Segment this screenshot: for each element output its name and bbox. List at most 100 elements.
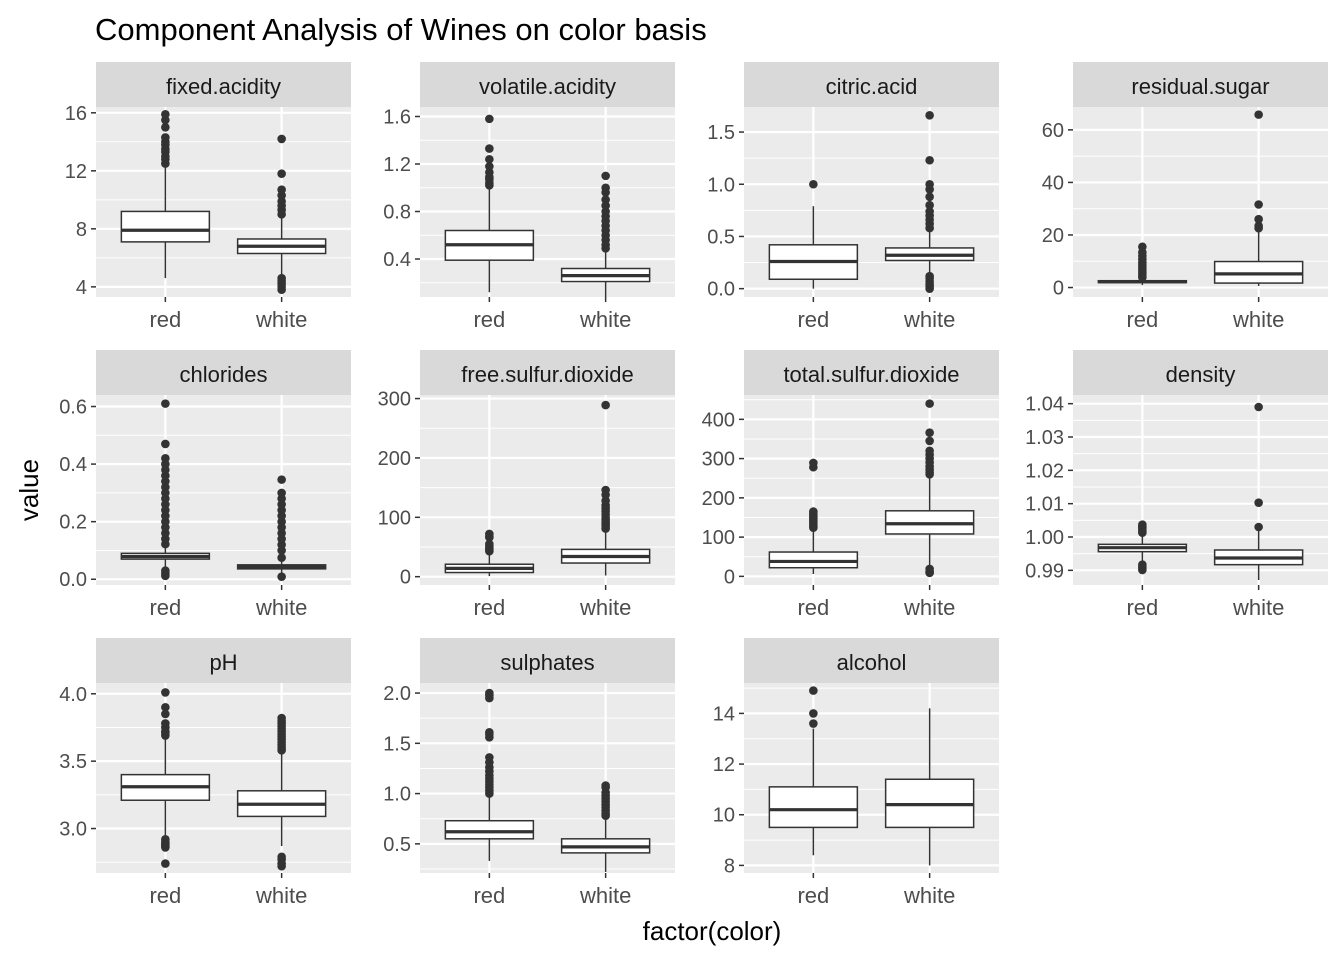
outlier-point [277, 488, 286, 498]
box-red [120, 399, 211, 581]
outlier-point [809, 709, 818, 718]
box-white [560, 171, 651, 297]
panel: residual.sugar 0 20 40 60 red white [1042, 62, 1328, 332]
y-tick-label: 14 [713, 703, 735, 725]
strip-label: density [1166, 362, 1236, 387]
panel-background [420, 107, 675, 297]
x-tick-label: white [1232, 307, 1284, 332]
x-tick-label: red [1126, 307, 1158, 332]
y-tick-label: 8 [76, 219, 87, 241]
outlier-point [1138, 242, 1147, 252]
outlier-point [1138, 560, 1147, 569]
y-tick-label: 1.0 [707, 174, 735, 196]
x-tick-label: white [255, 883, 307, 908]
strip-label: residual.sugar [1131, 74, 1269, 99]
x-tick-label: white [1232, 595, 1284, 620]
outlier-point [1254, 522, 1263, 532]
strip-label: citric.acid [826, 74, 918, 99]
outlier-point [277, 169, 286, 179]
x-tick-label: white [903, 595, 955, 620]
outlier-point [161, 719, 170, 728]
box-red [444, 114, 535, 293]
outlier-point [161, 123, 170, 132]
x-tick-label: red [473, 595, 505, 620]
outlier-point [809, 458, 818, 468]
panel: density 0.99 1.00 1.01 1.02 1.03 1.04 red white [1025, 350, 1328, 620]
x-tick-label: white [903, 883, 955, 908]
outlier-point [1254, 498, 1263, 507]
box-white [236, 713, 327, 871]
panel-background [96, 107, 351, 297]
y-tick-label: 1.2 [383, 154, 411, 176]
panel-background [744, 683, 999, 873]
strip [1073, 350, 1328, 395]
outlier-point [925, 207, 934, 216]
outlier-point [925, 428, 934, 437]
outlier-point [601, 781, 610, 790]
outlier-point [277, 475, 286, 484]
panel: volatile.acidity 0.4 0.8 1.2 1.6 red white [383, 62, 675, 332]
y-tick-label: 0 [724, 566, 735, 588]
outlier-point [925, 436, 934, 446]
x-tick-label: red [149, 307, 181, 332]
y-tick-label: 0 [400, 567, 411, 589]
box-red [1097, 242, 1188, 286]
outlier-point [161, 702, 170, 712]
y-tick-label: 0.8 [383, 202, 411, 224]
outlier-point [601, 171, 610, 181]
panel: chlorides 0.0 0.2 0.4 0.6 red white [59, 350, 351, 620]
x-tick-label: white [579, 307, 631, 332]
outlier-point [485, 114, 494, 124]
box-iqr [444, 819, 535, 840]
outlier-point [277, 273, 286, 283]
strip [744, 350, 999, 395]
strip [420, 350, 675, 395]
outlier-point [809, 507, 818, 516]
box-white [236, 134, 327, 295]
box-white [236, 475, 327, 581]
outlier-point [277, 713, 286, 723]
outlier-point [925, 446, 934, 456]
panel: total.sulfur.dioxide 0 100 200 300 400 red whit… [702, 350, 999, 620]
box-white [560, 781, 651, 872]
box-red [444, 688, 535, 861]
outlier-point [1138, 520, 1147, 529]
outlier-point [277, 572, 286, 581]
y-tick-label: 0.0 [59, 569, 87, 591]
y-tick-label: 1.01 [1025, 494, 1064, 516]
y-tick-label: 0.0 [707, 279, 735, 301]
y-tick-label: 0.2 [59, 512, 87, 534]
outlier-point [485, 168, 494, 177]
outlier-point [161, 454, 170, 463]
outlier-point [1254, 214, 1263, 224]
box-white [560, 400, 651, 576]
y-tick-label: 12 [713, 754, 735, 776]
outlier-point [809, 719, 818, 728]
y-tick-label: 1.03 [1025, 427, 1064, 449]
outlier-point [277, 134, 286, 144]
box-iqr [120, 210, 211, 243]
y-tick-label: 3.0 [59, 819, 87, 841]
outlier-point [809, 686, 818, 695]
x-tick-label: white [903, 307, 955, 332]
outlier-point [161, 133, 170, 142]
outlier-point [161, 566, 170, 575]
strip [420, 62, 675, 107]
strip-label: total.sulfur.dioxide [783, 362, 959, 387]
strip [96, 62, 351, 107]
chart-title: Component Analysis of Wines on color bas… [95, 12, 707, 47]
outlier-point [925, 271, 934, 281]
box-red [120, 109, 211, 279]
x-tick-label: white [255, 307, 307, 332]
outlier-point [925, 179, 934, 189]
outlier-point [1254, 221, 1263, 231]
outlier-point [601, 195, 610, 204]
y-tick-label: 1.0 [383, 784, 411, 806]
y-tick-label: 8 [724, 855, 735, 877]
box-white [1213, 402, 1304, 580]
panel: alcohol 8 10 12 14 red white [713, 638, 999, 908]
box-iqr [768, 786, 859, 829]
